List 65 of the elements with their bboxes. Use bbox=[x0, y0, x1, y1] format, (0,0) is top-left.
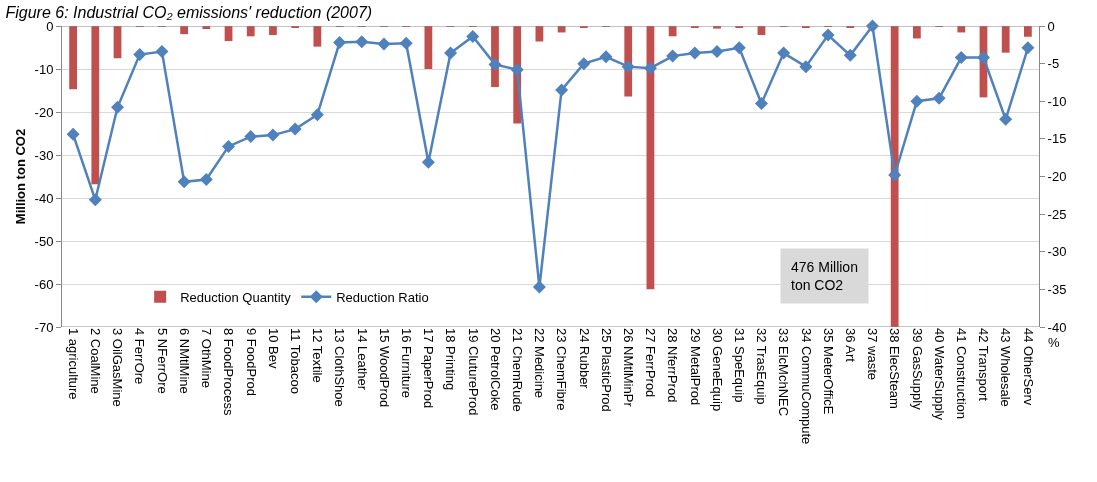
y-tick-label: -70 bbox=[34, 319, 54, 335]
y2-tick-label: -30 bbox=[1047, 244, 1067, 260]
x-tick-label: 16 Furniture bbox=[398, 328, 414, 399]
y-tick-label: -20 bbox=[34, 104, 54, 120]
x-tick-label: 22 Medicine bbox=[532, 328, 548, 399]
y-tick-label: -60 bbox=[34, 276, 54, 292]
x-tick-label: 17 PaperProd bbox=[421, 328, 437, 409]
x-tick-label: 30 GeneEquip bbox=[709, 328, 725, 412]
y-tick-label: -40 bbox=[34, 190, 54, 206]
x-tick-label: 26 NMtlMinPr bbox=[620, 328, 636, 408]
x-tick-label: 38 ElecSteam bbox=[887, 328, 903, 409]
x-tick-label: 42 Transport bbox=[976, 328, 992, 402]
x-tick-label: 14 Leather bbox=[354, 328, 370, 391]
annotation: 476 Million ton CO2 bbox=[791, 259, 858, 294]
x-tick-label: 31 SpeEquip bbox=[732, 328, 748, 403]
x-tick-label: 41 Construction bbox=[954, 328, 970, 420]
x-tick-label: 29 MetalProd bbox=[687, 328, 703, 406]
x-tick-label: 15 WoodProd bbox=[376, 328, 392, 408]
x-tick-label: 36 Art bbox=[843, 328, 859, 363]
x-tick-label: 43 Wholesale bbox=[998, 328, 1014, 407]
x-tick-label: 39 GasSupply bbox=[909, 328, 925, 411]
x-tick-label: 25 PlasticProd bbox=[598, 328, 614, 412]
y-tick-label: -30 bbox=[34, 147, 54, 163]
x-tick-label: 10 Bev bbox=[265, 328, 281, 369]
x-tick-label: 34 CommuCompute bbox=[798, 328, 814, 445]
x-tick-label: 37 waste bbox=[865, 328, 881, 381]
y2-tick-label: -5 bbox=[1047, 56, 1060, 72]
y2-tick-label: -20 bbox=[1047, 169, 1067, 185]
y-tick-label: -50 bbox=[34, 233, 54, 249]
x-tick-label: 21 ChemRude bbox=[509, 328, 525, 412]
x-tick-label: 1 agriculture bbox=[65, 328, 81, 400]
x-tick-label: 13 ClothShoe bbox=[332, 328, 348, 407]
x-tick-label: 12 Textile bbox=[310, 328, 326, 383]
x-tick-label: 28 NferrProd bbox=[665, 328, 681, 403]
x-tick-label: 20 PetrolCoke bbox=[487, 328, 503, 411]
x-tick-label: 18 Printing bbox=[443, 328, 459, 391]
x-tick-label: 5 NFerrOre bbox=[154, 328, 170, 394]
y-tick-label: -10 bbox=[34, 61, 54, 77]
x-tick-label: 2 CoalMine bbox=[88, 328, 104, 394]
x-tick-label: 35 MeterOfficE bbox=[820, 328, 836, 415]
y2-tick-label: -10 bbox=[1047, 93, 1067, 109]
y2-axis-title: % bbox=[1048, 335, 1060, 350]
x-tick-label: 33 ElcMchNEC bbox=[776, 328, 792, 417]
legend-label: Reduction Ratio bbox=[336, 289, 429, 305]
x-tick-label: 44 OtherServ bbox=[1020, 328, 1036, 406]
x-tick-label: 19 ClutureProd bbox=[465, 328, 481, 416]
y2-tick-label: -35 bbox=[1047, 281, 1067, 297]
x-tick-label: 9 FoodProd bbox=[243, 328, 259, 396]
x-tick-label: 24 Rubber bbox=[576, 328, 592, 390]
x-tick-label: 40 WaterSupply bbox=[931, 328, 947, 421]
x-tick-label: 8 FoodProcess bbox=[221, 328, 237, 416]
x-tick-label: 7 OthMine bbox=[199, 328, 215, 388]
legend-label: Reduction Quantity bbox=[180, 289, 292, 305]
y2-tick-label: -40 bbox=[1047, 319, 1067, 335]
y2-tick-label: -25 bbox=[1047, 206, 1067, 222]
y2-tick-label: -15 bbox=[1047, 131, 1067, 147]
x-tick-label: 32 TrasEquip bbox=[754, 328, 770, 405]
x-tick-label: 3 OilGasMine bbox=[110, 328, 126, 407]
y-axis-title: Million ton CO2 bbox=[12, 128, 28, 225]
x-tick-label: 6 NMtlMine bbox=[176, 328, 192, 394]
y2-tick-label: 0 bbox=[1047, 18, 1055, 34]
x-tick-label: 11 Tobacoo bbox=[287, 328, 303, 395]
x-tick-label: 27 FerrProd bbox=[643, 328, 659, 398]
x-tick-label: 23 ChemFibre bbox=[554, 328, 570, 411]
x-tick-label: 4 FerrOre bbox=[132, 328, 148, 385]
